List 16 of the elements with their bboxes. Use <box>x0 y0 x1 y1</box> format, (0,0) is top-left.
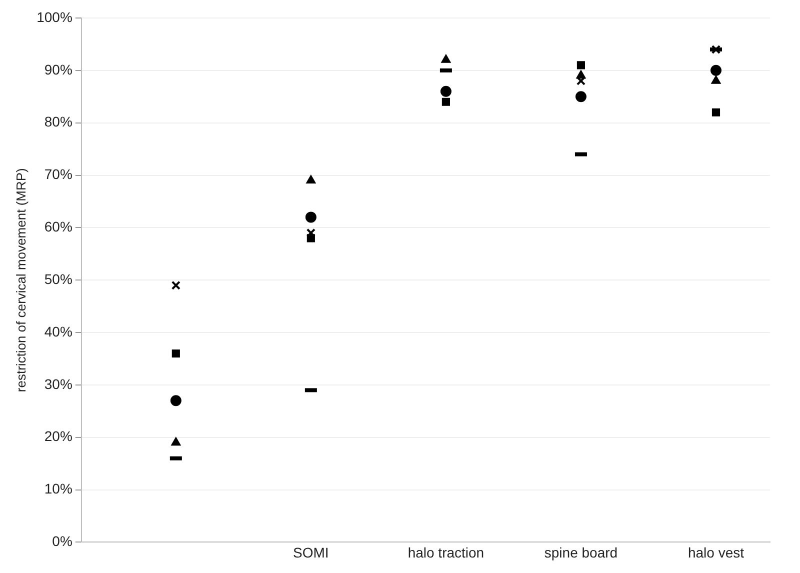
y-tick-label: 80% <box>44 114 72 130</box>
x-tick-label: spine board <box>544 544 618 560</box>
y-tick-label: 0% <box>52 533 72 550</box>
y-tick-label: 40% <box>44 323 72 340</box>
x-tick-label: halo traction <box>408 544 484 560</box>
y-tick-label: 70% <box>44 166 72 182</box>
y-tick-label: 60% <box>44 218 72 235</box>
y-tick-label: 100% <box>36 8 72 25</box>
y-tick-label: 50% <box>44 270 72 287</box>
y-tick-label: 90% <box>44 61 72 78</box>
y-tick-label: 30% <box>44 376 72 392</box>
y-tick-label: 10% <box>44 480 72 497</box>
x-tick-label: halo vest <box>688 544 744 560</box>
x-tick-label: SOMI <box>293 544 329 560</box>
y-tick-label: 20% <box>44 428 72 444</box>
y-axis-title: restriction of cervical movement (MRP) <box>13 168 28 392</box>
